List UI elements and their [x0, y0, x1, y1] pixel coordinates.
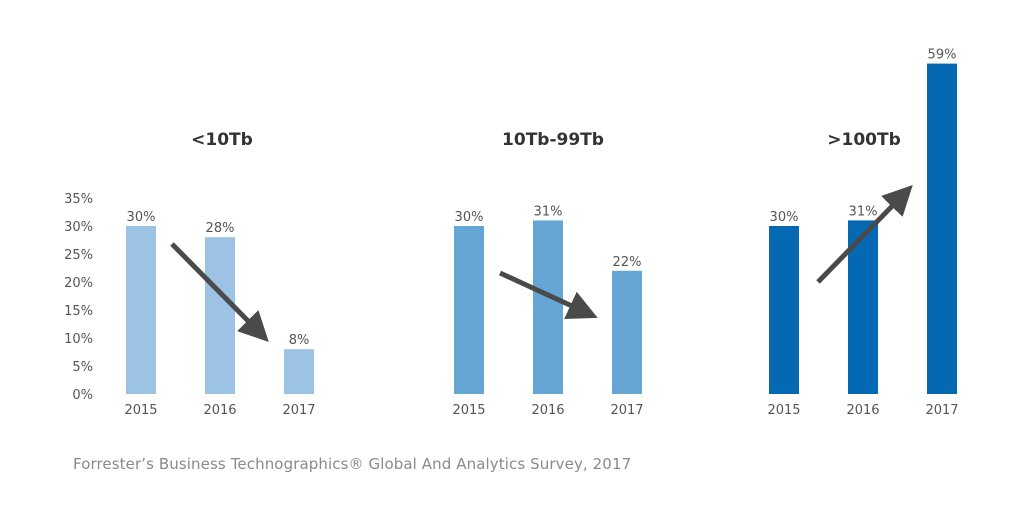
data-label-lt10tb-2015: 30% — [127, 210, 156, 225]
x-tick-10-99tb-2015: 2015 — [452, 403, 485, 418]
data-label-gt100tb-2015: 30% — [770, 210, 799, 225]
data-label-lt10tb-2017: 8% — [289, 333, 310, 348]
bar-gt100tb-2017 — [927, 63, 957, 394]
data-label-10-99tb-2016: 31% — [534, 204, 563, 219]
trend-arrow-up-icon — [816, 184, 913, 284]
panel-title-gt100tb: >100Tb — [827, 130, 901, 150]
x-tick-10-99tb-2016: 2016 — [531, 403, 564, 418]
x-tick-lt10tb-2016: 2016 — [203, 403, 236, 418]
panel-title-10-99tb: 10Tb-99Tb — [502, 130, 604, 150]
panel-gt100tb: 30% 31% 59% 2015 2016 2017 — [767, 48, 958, 418]
y-tick-label: 20% — [64, 276, 93, 291]
x-tick-lt10tb-2015: 2015 — [124, 403, 157, 418]
y-tick-label: 0% — [72, 388, 93, 403]
bar-10-99tb-2017 — [612, 270, 642, 394]
bar-10-99tb-2015 — [454, 226, 484, 394]
data-label-lt10tb-2016: 28% — [206, 221, 235, 236]
y-tick-label: 35% — [64, 192, 93, 207]
x-tick-gt100tb-2016: 2016 — [846, 403, 879, 418]
panel-lt10tb: 30% 28% 8% 2015 2016 2017 — [124, 210, 315, 418]
source-caption: Forrester’s Business Technographics® Glo… — [73, 455, 632, 473]
y-tick-label: 30% — [64, 220, 93, 235]
data-label-10-99tb-2017: 22% — [613, 255, 642, 270]
data-label-gt100tb-2017: 59% — [928, 48, 957, 63]
x-tick-gt100tb-2017: 2017 — [925, 403, 958, 418]
y-tick-label: 10% — [64, 332, 93, 347]
bar-gt100tb-2015 — [769, 226, 799, 394]
bar-lt10tb-2015 — [126, 226, 156, 394]
panel-title-lt10tb: <10Tb — [191, 130, 253, 150]
x-tick-10-99tb-2017: 2017 — [610, 403, 643, 418]
y-tick-label: 15% — [64, 304, 93, 319]
bar-10-99tb-2016 — [533, 220, 563, 394]
panel-10-99tb: 30% 31% 22% 2015 2016 2017 — [452, 204, 643, 418]
bar-lt10tb-2016 — [205, 237, 235, 394]
data-label-gt100tb-2016: 31% — [849, 204, 878, 219]
bar-lt10tb-2017 — [284, 349, 314, 394]
y-axis: 0% 5% 10% 15% 20% 25% 30% 35% — [64, 192, 93, 403]
trend-arrow-down-icon — [170, 242, 269, 342]
trend-arrow-down-icon — [498, 270, 598, 319]
y-tick-label: 5% — [72, 360, 93, 375]
x-tick-lt10tb-2017: 2017 — [282, 403, 315, 418]
data-label-10-99tb-2015: 30% — [455, 210, 484, 225]
x-tick-gt100tb-2015: 2015 — [767, 403, 800, 418]
y-tick-label: 25% — [64, 248, 93, 263]
